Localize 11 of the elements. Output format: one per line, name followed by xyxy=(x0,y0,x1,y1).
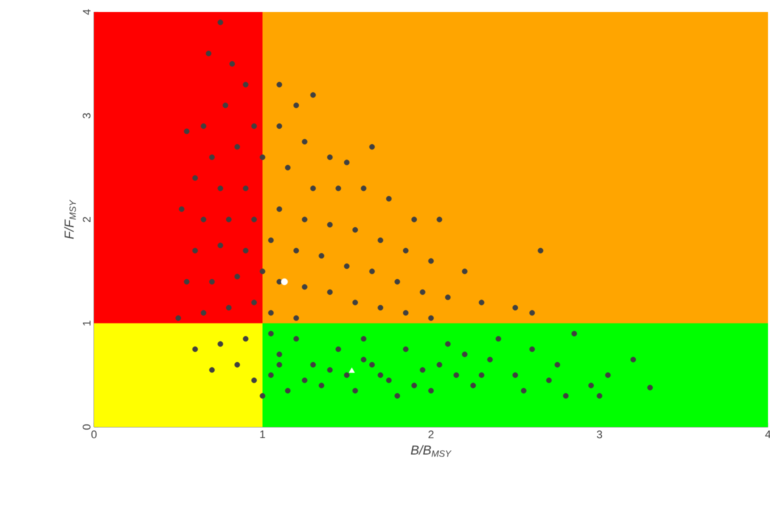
x-tick-label: 0 xyxy=(91,430,97,438)
y-tick-label: 2 xyxy=(82,217,90,222)
x-axis-title: B/B$_{MSY}$ xyxy=(410,445,452,457)
y-tick-label: 3 xyxy=(82,113,90,118)
x-tick-label: 1 xyxy=(260,430,266,438)
y-tick-label: 0 xyxy=(82,424,90,430)
x-tick-label: 3 xyxy=(596,430,602,438)
y-tick-label: 4 xyxy=(82,9,90,15)
y-tick-label: 1 xyxy=(82,320,90,326)
y-axis-title: F/F$_{MSY}$ xyxy=(64,200,76,239)
x-tick-label: 2 xyxy=(428,430,434,438)
